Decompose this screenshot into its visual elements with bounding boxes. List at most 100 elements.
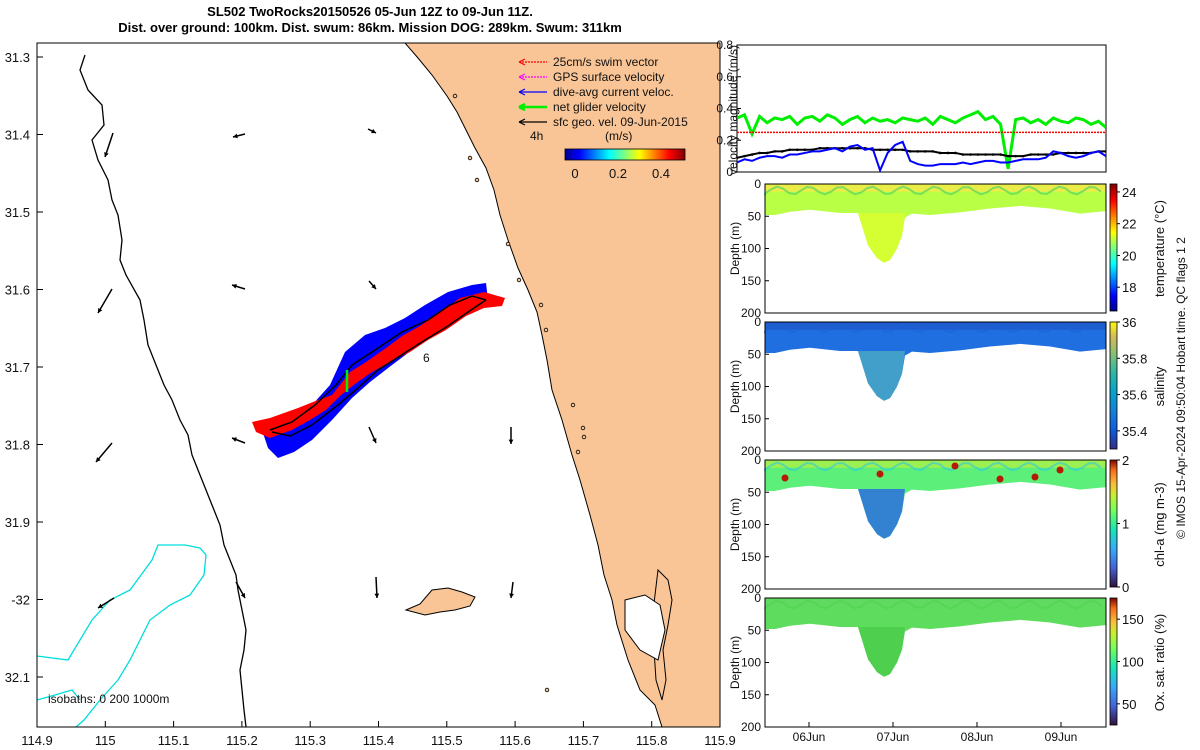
section-colorbar-tick-label: 50 <box>1122 697 1136 712</box>
velocity-series <box>737 109 1106 172</box>
velocity-y-tick-label: 0.2 <box>716 133 733 147</box>
section-colorbar-tick-label: 35.6 <box>1122 388 1147 403</box>
section-colorbar <box>1109 459 1118 588</box>
velocity-point <box>878 148 882 152</box>
map-x-axis: 114.9 115 115.1 115.2 115.3 115.4 115.5 115.6 11… <box>21 721 736 748</box>
offshore-islets <box>452 93 587 693</box>
legend-label: 25cm/s swim vector <box>553 55 658 69</box>
surface-velocity-arrowhead <box>374 593 380 598</box>
velocity-point <box>780 150 784 153</box>
map-y-tick-label: 31.6 <box>5 283 30 298</box>
copyright-note: © IMOS 15-Apr-2024 09:50:04 Hobart time.… <box>1174 237 1188 539</box>
section-profile-texture <box>764 461 1102 472</box>
velocity-point <box>961 153 965 156</box>
surface-velocity-arrowhead <box>371 284 376 289</box>
velocity-point <box>916 150 920 153</box>
map-y-tick-label: 31.4 <box>5 128 30 143</box>
section-y-tick-label: 200 <box>741 444 761 458</box>
velocity-point <box>765 151 769 155</box>
velocity-panel: 0 0.2 0.4 0.6 0.8 velocity magnitude (m/s) <box>716 38 1107 179</box>
section-deep-core <box>858 489 905 539</box>
section-deep-core <box>858 351 905 401</box>
section-colorbar-tick-label: 150 <box>1122 612 1144 627</box>
chl-hotspot <box>876 470 884 478</box>
map-x-tick-label: 115.2 <box>226 733 258 748</box>
velocity-point <box>984 153 987 156</box>
section-y-tick-label: 150 <box>741 550 761 564</box>
section-colorbar-tick-label: 22 <box>1122 217 1136 232</box>
map-panel: 6 114.9 115 115.1 115.2 115.3 115.4 115.5 115.6… <box>5 42 736 748</box>
section-y-tick-label: 0 <box>754 315 761 329</box>
section-y-tick-label: 100 <box>741 518 761 532</box>
section-y-tick-label: 100 <box>741 242 761 256</box>
velocity-point <box>818 146 822 150</box>
surface-velocity-arrowhead <box>508 439 514 444</box>
velocity-point <box>999 153 1002 156</box>
isobath-200m-inner <box>37 689 81 701</box>
land-mass <box>404 43 720 727</box>
islet <box>505 241 511 247</box>
map-y-tick-label: 31.7 <box>5 360 30 375</box>
rottnest-island <box>404 587 476 616</box>
islet <box>575 449 581 455</box>
surface-velocity-arrowhead <box>509 593 514 598</box>
map-y-tick-label: 31.8 <box>5 438 30 453</box>
surface-velocity-arrowhead <box>98 308 103 313</box>
velocity-ylabel: velocity magnitude (m/s) <box>726 45 740 175</box>
velocity-point <box>841 146 844 150</box>
map-x-tick-label: 115.1 <box>158 733 190 748</box>
section-colorbar-tick-label: 35.4 <box>1122 424 1147 439</box>
map-x-tick-label: 115.4 <box>363 733 395 748</box>
speed-colorbar <box>564 148 686 161</box>
velocity-point <box>1051 153 1055 156</box>
figure-title-line-2: Dist. over ground: 100km. Dist. swum: 86… <box>118 20 622 35</box>
speed-colorbar-tick-label: 0.4 <box>652 166 670 181</box>
section-ylabel: Depth (m) <box>728 360 742 413</box>
section-panel-oxygen-saturation: 0 50 100 150 200 Depth (m) 50 100 150 Ox. sat. ra… <box>728 591 1167 734</box>
islet <box>544 687 550 693</box>
velocity-point <box>893 148 897 152</box>
velocity-point <box>803 148 807 152</box>
velocity-point <box>743 154 746 158</box>
section-colorbar-tick-label: 1 <box>1122 517 1129 532</box>
surface-velocity-arrowhead <box>232 283 237 289</box>
velocity-y-tick-label: 0 <box>726 165 733 179</box>
velocity-point <box>908 150 912 153</box>
section-y-tick-label: 0 <box>754 453 761 467</box>
time-axis-tick-label: 06Jun <box>793 730 826 744</box>
velocity-point <box>1036 153 1040 156</box>
surface-velocity-arrow <box>97 288 113 314</box>
section-deep-core <box>858 213 905 263</box>
cockburn-sound-water <box>624 594 666 661</box>
section-y-tick-label: 200 <box>741 306 761 320</box>
surface-velocity-arrowhead <box>232 437 237 442</box>
velocity-point <box>1104 150 1106 153</box>
velocity-y-tick-label: 0.4 <box>716 102 733 116</box>
section-colorbar-tick-label: 100 <box>1122 655 1144 670</box>
speed-colorbar-tick-label: 0.2 <box>609 166 627 181</box>
map-x-tick-label: 115 <box>95 733 116 748</box>
time-step-label: 4h <box>530 129 543 143</box>
section-colorbar-tick-label: 18 <box>1122 280 1136 295</box>
section-data-field <box>765 322 1106 401</box>
glider-track: 6 <box>252 283 505 458</box>
velocity-point <box>758 151 761 155</box>
track-line <box>269 295 487 431</box>
islet <box>538 302 544 308</box>
figure-title-line-1: SL502 TwoRocks20150526 05-Jun 12Z to 09-… <box>207 4 533 19</box>
velocity-point <box>1044 153 1048 156</box>
islet <box>581 434 587 440</box>
islet <box>467 155 473 161</box>
time-axis-tick-label: 09Jun <box>1045 730 1078 744</box>
chl-hotspot <box>951 462 959 470</box>
legend-label: net glider velocity <box>553 100 646 114</box>
section-y-tick-label: 0 <box>754 591 761 605</box>
chl-hotspot <box>781 474 789 482</box>
colorbar-title: (m/s) <box>605 129 632 143</box>
section-y-tick-label: 50 <box>748 347 762 361</box>
islet <box>516 277 522 283</box>
velocity-point <box>1074 151 1078 155</box>
velocity-point <box>856 146 859 150</box>
islet <box>580 425 586 431</box>
chl-hotspot <box>1031 473 1039 481</box>
